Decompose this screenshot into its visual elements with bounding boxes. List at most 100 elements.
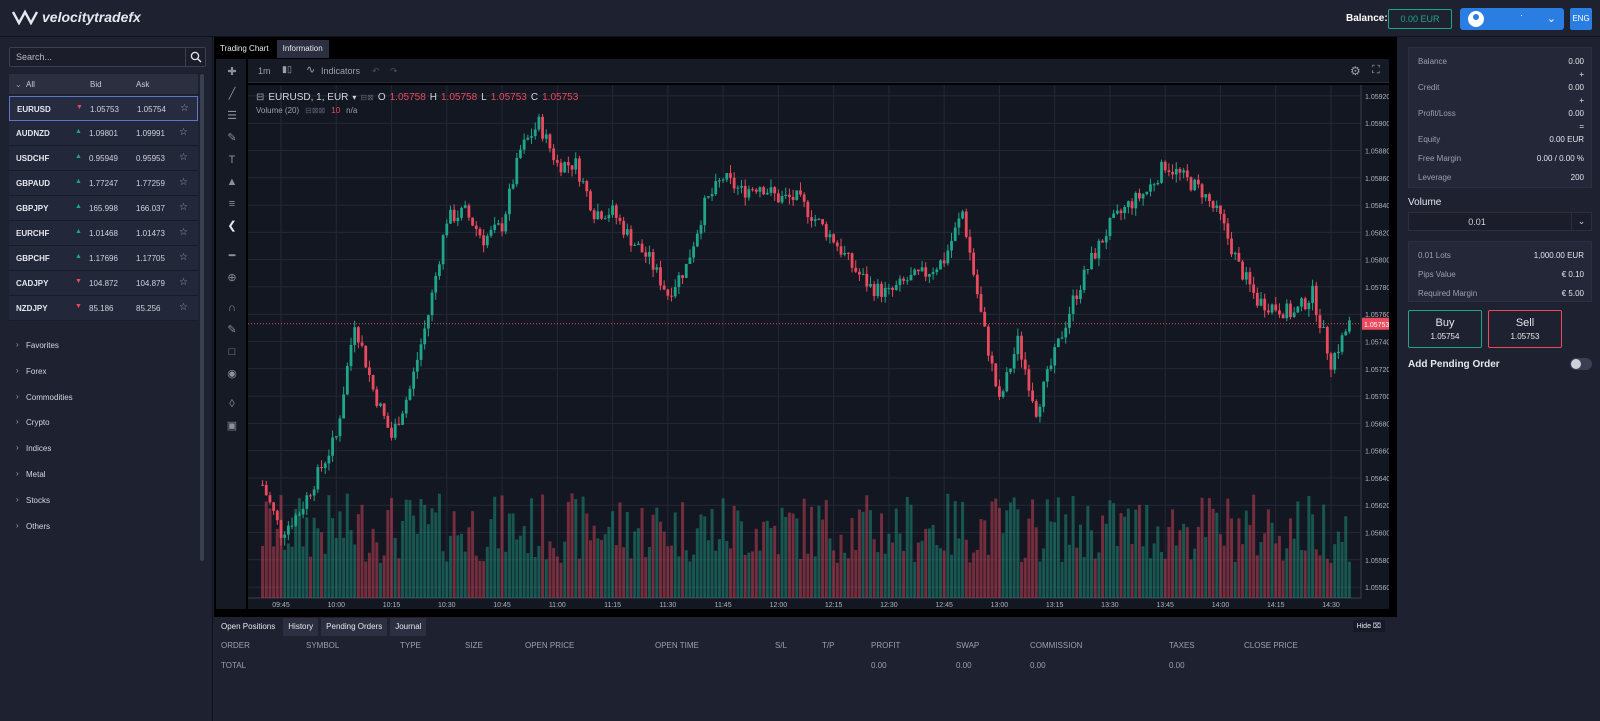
volume-value[interactable]: 0.01 [1468,217,1486,227]
sidebar-scrollbar[interactable] [200,74,204,561]
symbol-row[interactable]: EURCHF ▲ 1.01468 1.01473 ☆ [9,221,198,246]
volume-settings-icon[interactable]: ⊟⊠⊠ [305,106,326,115]
column-s-l[interactable]: S/L [775,641,788,650]
star-icon[interactable]: ☆ [179,277,188,288]
price-chart[interactable]: 1.05920 1.05900 1.05880 1.05860 1.05840 1.058… [248,85,1389,609]
column-size[interactable]: SIZE [465,641,483,650]
undo-icon[interactable]: ↶ [372,66,380,76]
symbol-row[interactable]: NZDJPY ▼ 85.186 85.256 ☆ [9,296,198,321]
brush-icon[interactable]: ✎ [227,132,237,144]
legend-symbol[interactable]: EURUSD, 1, EUR [268,92,349,103]
lock-drawing-icon[interactable]: ✎ [227,324,237,336]
chevron-down-icon[interactable]: ⌄ [1571,213,1591,230]
tab-trading-chart[interactable]: Trading Chart [214,40,275,58]
column-type[interactable]: TYPE [400,641,421,650]
star-icon[interactable]: ☆ [179,202,188,213]
indicators-button[interactable]: Indicators [321,66,361,76]
fib-tool-icon[interactable]: ☰ [227,110,237,122]
zoom-in-icon[interactable]: ⊕ [227,272,237,284]
measure-icon[interactable]: ≡ [228,198,236,210]
equals-sign: = [1579,122,1584,131]
column-close-price[interactable]: CLOSE PRICE [1244,641,1298,650]
column-open-price[interactable]: OPEN PRICE [525,641,575,650]
column-commission[interactable]: COMMISSION [1030,641,1083,650]
star-icon[interactable]: ☆ [180,103,189,114]
magnet-icon[interactable]: ∩ [228,302,236,314]
column-symbol[interactable]: SYMBOL [306,641,340,650]
symbol-row[interactable]: AUDNZD ▲ 1.09801 1.09991 ☆ [9,121,198,146]
candlestick-chart[interactable]: 1.05920 1.05900 1.05880 1.05860 1.05840 1.058… [248,85,1389,609]
symbol-row[interactable]: GBPAUD ▲ 1.77247 1.77259 ☆ [9,171,198,196]
column-open-time[interactable]: OPEN TIME [655,641,699,650]
volume-label[interactable]: Volume (20) [256,106,300,115]
pattern-icon[interactable]: ▲ [226,176,238,188]
search-input[interactable] [16,50,176,64]
pending-order-toggle[interactable] [1570,358,1592,370]
language-button[interactable]: ENG [1570,8,1592,30]
column-profit[interactable]: PROFIT [871,641,901,650]
redo-icon[interactable]: ↷ [390,66,398,76]
column-all[interactable]: All [26,80,35,89]
volume-input[interactable]: 0.01 ⌄ [1408,212,1592,231]
column-t-p[interactable]: T/P [822,641,835,650]
fullscreen-icon[interactable]: ⛶ [1372,64,1380,76]
category-forex[interactable]: › Forex [9,359,198,385]
star-icon[interactable]: ☆ [179,177,188,188]
sell-button[interactable]: Sell 1.05753 [1488,310,1562,348]
symbol-row[interactable]: USDCHF ▲ 0.95949 0.95953 ☆ [9,146,198,171]
brand-logo[interactable]: velocitytradefx [12,9,141,25]
tab-journal[interactable]: Journal [390,618,427,636]
time-axis-label: 10:15 [383,602,401,609]
star-icon[interactable]: ☆ [179,227,188,238]
eye-icon[interactable]: ◉ [227,368,237,380]
category-metal[interactable]: › Metal [9,462,198,488]
star-icon[interactable]: ☆ [179,302,188,313]
volume-bar [975,549,979,598]
arrow-left-icon[interactable]: ❮ [227,220,237,232]
column-order[interactable]: ORDER [221,641,250,650]
search-button[interactable] [185,48,205,66]
candle-type-icon[interactable]: ▮▯ [282,64,292,74]
buy-button[interactable]: Buy 1.05754 [1408,310,1482,348]
trend-line-icon[interactable]: ╱ [228,88,236,100]
volume-bar [983,520,987,598]
chevron-down-icon[interactable]: ⌄ [15,80,22,89]
indicators-icon[interactable]: ∿ [306,64,316,76]
tab-pending-orders[interactable]: Pending Orders [321,618,388,636]
category-others[interactable]: › Others [9,514,198,540]
column-swap[interactable]: SWAP [956,641,980,650]
candle-body [423,328,427,345]
tab-information[interactable]: Information [276,40,329,58]
tab-history[interactable]: History [283,618,319,636]
symbol-row[interactable]: CADJPY ▼ 104.872 104.879 ☆ [9,271,198,296]
category-indices[interactable]: › Indices [9,436,198,462]
ruler-icon[interactable]: ━ [228,250,236,262]
star-icon[interactable]: ☆ [179,252,188,263]
category-favorites[interactable]: › Favorites [9,333,198,359]
category-stocks[interactable]: › Stocks [9,488,198,514]
star-icon[interactable]: ☆ [179,127,188,138]
symbol-row[interactable]: EURUSD ▼ 1.05753 1.05754 ☆ [9,96,198,121]
legend-settings-icon[interactable]: ⊟⊠ [360,93,374,102]
trash-icon[interactable]: ▣ [226,420,238,432]
category-crypto[interactable]: › Crypto [9,410,198,436]
candle-body [1079,289,1082,300]
chevron-down-icon[interactable]: ▾ [352,93,357,102]
lock-icon[interactable]: □ [228,346,236,358]
hide-panel-button[interactable]: Hide ⌧ [1352,620,1385,632]
volume-bar [286,543,290,598]
star-icon[interactable]: ☆ [179,152,188,163]
column-taxes[interactable]: TAXES [1169,641,1195,650]
interval-button[interactable]: 1m [258,66,271,76]
text-tool-icon[interactable]: T [228,154,236,166]
account-menu-button[interactable]: · ⌄ [1460,8,1564,30]
price-axis-label: 1.05920 [1365,94,1389,101]
tab-open-positions[interactable]: Open Positions [216,618,281,636]
symbol-row[interactable]: GBPJPY ▲ 165.998 166.037 ☆ [9,196,198,221]
category-commodities[interactable]: › Commodities [9,385,198,411]
layers-icon[interactable]: ◊ [229,398,235,410]
symbol-row[interactable]: GBPCHF ▲ 1.17696 1.17705 ☆ [9,246,198,271]
settings-gear-icon[interactable]: ⚙ [1350,64,1361,78]
collapse-icon[interactable]: ⊟ [256,92,265,103]
crosshair-icon[interactable]: ✚ [227,66,237,78]
